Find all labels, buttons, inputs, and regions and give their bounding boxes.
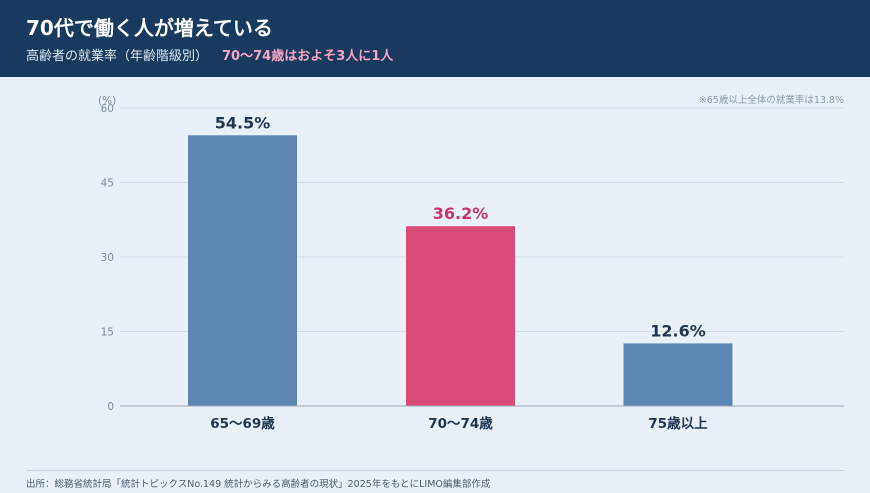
y-tick-label: 45 — [101, 178, 114, 190]
footer-divider — [26, 470, 844, 471]
y-tick-label: 30 — [101, 252, 114, 264]
bar — [406, 226, 515, 406]
bars — [188, 135, 733, 407]
subtitle-highlight: 70〜74歳はおよそ3人に1人 — [222, 49, 394, 64]
value-label: 12.6% — [650, 321, 706, 340]
y-axis-ticks: 0 15 30 45 60 — [101, 103, 114, 413]
y-axis-unit-label: (%) — [98, 95, 116, 107]
overall-rate-note: ※65歳以上全体の就業率は13.8% — [698, 95, 844, 106]
bar-chart: 0 15 30 45 60 (%) 54.5% 36.2% 12.6% 65〜69歳 70〜7… — [98, 95, 844, 432]
subtitle-row: 高齢者の就業率（年齢階級別） 70〜74歳はおよそ3人に1人 — [26, 45, 393, 64]
header-banner: 70代で働く人が増えている 高齢者の就業率（年齢階級別） 70〜74歳はおよそ3人… — [0, 0, 870, 77]
y-tick-label: 15 — [101, 327, 114, 339]
category-label: 70〜74歳 — [428, 415, 493, 432]
source-credit: 出所：総務省統計局「統計トピックスNo.149 統計からみる高齢者の現状」202… — [26, 479, 491, 490]
category-label: 75歳以上 — [648, 415, 708, 432]
bar — [623, 343, 733, 406]
y-tick-label: 60 — [101, 103, 114, 115]
chart-subtitle: 高齢者の就業率（年齢階級別） — [26, 49, 209, 64]
value-label: 36.2% — [433, 204, 489, 223]
value-label: 54.5% — [215, 113, 271, 132]
page-title: 70代で働く人が増えている — [26, 16, 273, 40]
bar — [188, 135, 297, 407]
data-labels: 54.5% 36.2% 12.6% — [215, 113, 706, 340]
y-tick-label: 0 — [107, 401, 114, 413]
category-labels: 65〜69歳 70〜74歳 75歳以上 — [210, 415, 708, 432]
category-label: 65〜69歳 — [210, 415, 275, 432]
